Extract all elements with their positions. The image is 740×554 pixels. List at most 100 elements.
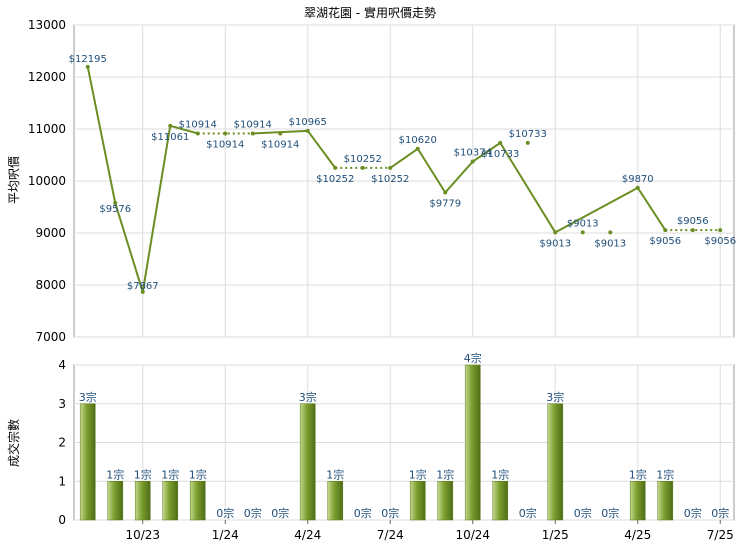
price-line-segment bbox=[554, 186, 639, 234]
price-tick-label: 11000 bbox=[28, 122, 66, 136]
price-value-label: $10914 bbox=[234, 119, 272, 130]
price-value-label: $9576 bbox=[99, 204, 131, 215]
volume-bar bbox=[547, 403, 564, 521]
price-point bbox=[140, 289, 145, 294]
volume-value-label: 3宗 bbox=[546, 390, 564, 404]
volume-value-label: 1宗 bbox=[409, 467, 427, 481]
volume-bar bbox=[464, 364, 481, 521]
volume-value-label: 3宗 bbox=[79, 390, 97, 404]
price-value-label: $10733 bbox=[509, 129, 547, 140]
volume-bar bbox=[492, 481, 509, 521]
price-point bbox=[718, 228, 723, 233]
price-value-label: $9056 bbox=[704, 236, 736, 247]
price-value-label: $10252 bbox=[344, 154, 382, 165]
volume-bar bbox=[657, 481, 674, 521]
volume-value-label: 0宗 bbox=[684, 506, 702, 520]
volume-value-label: 0宗 bbox=[271, 506, 289, 520]
price-point bbox=[388, 165, 393, 170]
price-point bbox=[553, 230, 558, 235]
price-value-label: $9013 bbox=[567, 218, 599, 229]
price-carry-marker bbox=[223, 131, 228, 136]
volume-bar bbox=[134, 481, 151, 521]
price-line-segment bbox=[636, 187, 667, 231]
price-point bbox=[250, 131, 255, 136]
volume-axis-label: 成交宗數 bbox=[6, 419, 21, 467]
price-axis-label: 平均呎價 bbox=[7, 156, 21, 204]
volume-tick-label: 2 bbox=[58, 436, 66, 450]
volume-bar bbox=[629, 481, 646, 521]
volume-bar bbox=[409, 481, 426, 521]
volume-bar bbox=[299, 403, 316, 521]
price-point bbox=[333, 165, 338, 170]
price-line-segment bbox=[389, 147, 419, 169]
volume-value-label: 1宗 bbox=[436, 467, 454, 481]
volume-value-label: 1宗 bbox=[189, 467, 207, 481]
plot-frames bbox=[73, 24, 735, 521]
price-point bbox=[470, 159, 475, 164]
volume-value-label: 0宗 bbox=[601, 506, 619, 520]
price-tick-label: 9000 bbox=[35, 226, 66, 240]
price-point bbox=[443, 190, 448, 195]
x-tick-label: 7/25 bbox=[707, 528, 734, 542]
price-value-label: $9056 bbox=[649, 236, 681, 247]
volume-bar bbox=[107, 481, 124, 521]
x-tick-label: 10/24 bbox=[455, 528, 490, 542]
price-point bbox=[415, 146, 420, 151]
x-tick-label: 4/25 bbox=[624, 528, 651, 542]
price-line-segment bbox=[86, 66, 117, 204]
price-value-label: $10965 bbox=[289, 117, 327, 128]
price-carry-marker bbox=[580, 230, 585, 235]
price-value-label: $10374 bbox=[454, 148, 492, 159]
price-tick-label: 12000 bbox=[28, 70, 66, 84]
price-carry-marker bbox=[360, 165, 365, 170]
volume-bar bbox=[327, 481, 344, 521]
price-tick-label: 10000 bbox=[28, 174, 66, 188]
volume-tick-label: 1 bbox=[58, 474, 66, 488]
volume-bars bbox=[79, 364, 674, 521]
volume-value-label: 0宗 bbox=[381, 506, 399, 520]
price-value-label: $10914 bbox=[261, 139, 299, 150]
price-line-segment bbox=[306, 130, 337, 169]
volume-value-label: 1宗 bbox=[656, 467, 674, 481]
price-line bbox=[85, 64, 723, 294]
price-carry-marker bbox=[690, 228, 695, 233]
volume-value-label: 4宗 bbox=[464, 351, 482, 365]
volume-bar bbox=[162, 481, 179, 521]
volume-value-label: 0宗 bbox=[711, 506, 729, 520]
volume-bar bbox=[189, 481, 206, 521]
price-line-segment bbox=[141, 125, 172, 293]
x-tick-label: 4/24 bbox=[294, 528, 321, 542]
price-carry-marker bbox=[525, 140, 530, 145]
price-value-label: $9013 bbox=[594, 238, 626, 249]
volume-tick-label: 0 bbox=[58, 513, 66, 527]
x-tick-label: 1/25 bbox=[542, 528, 569, 542]
price-point bbox=[305, 128, 310, 133]
volume-value-label: 1宗 bbox=[106, 467, 124, 481]
volume-value-label: 1宗 bbox=[491, 467, 509, 481]
x-tick-label: 7/24 bbox=[377, 528, 404, 542]
price-value-label: $9870 bbox=[622, 174, 654, 185]
price-value-label: $9013 bbox=[539, 238, 571, 249]
price-line-segment bbox=[472, 142, 501, 163]
price-value-label: $10252 bbox=[371, 174, 409, 185]
price-line-segment bbox=[444, 160, 474, 194]
price-point bbox=[498, 140, 503, 145]
price-point bbox=[635, 185, 640, 190]
volume-bar bbox=[79, 403, 96, 521]
volume-value-label: 0宗 bbox=[354, 506, 372, 520]
volume-tick-label: 4 bbox=[58, 358, 66, 372]
price-carry-marker bbox=[608, 230, 613, 235]
price-tick-label: 7000 bbox=[35, 330, 66, 344]
price-value-label: $10620 bbox=[399, 135, 437, 146]
price-value-label: $10252 bbox=[316, 174, 354, 185]
volume-bar bbox=[437, 481, 454, 521]
price-point bbox=[195, 131, 200, 136]
volume-value-label: 3宗 bbox=[299, 390, 317, 404]
volume-value-label: 0宗 bbox=[574, 506, 592, 520]
price-point bbox=[85, 64, 90, 69]
price-line-segment bbox=[416, 148, 447, 194]
volume-tick-label: 3 bbox=[58, 397, 66, 411]
price-line-segment bbox=[114, 202, 144, 293]
